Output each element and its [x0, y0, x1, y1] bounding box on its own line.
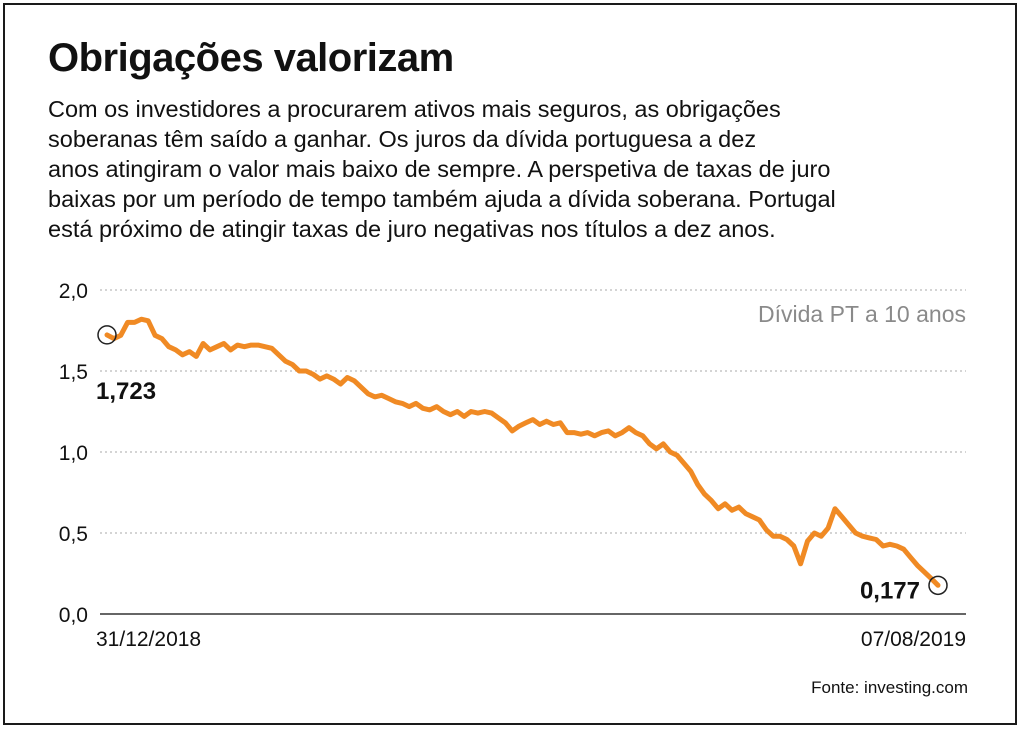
chart-title: Obrigações valorizam [48, 36, 454, 80]
data-label: 1,723 [96, 378, 156, 405]
y-axis-ticks: 0,0 0,5 1,0 1,5 2,0 [59, 280, 88, 627]
chart-frame [3, 3, 1017, 725]
y-tick-label: 0,5 [59, 523, 88, 546]
description-line: Com os investidores a procurarem ativos … [48, 96, 781, 122]
x-tick-label-end: 07/08/2019 [861, 628, 966, 651]
y-tick-label: 1,0 [59, 442, 88, 465]
series-line [104, 316, 941, 588]
description-line: soberanas têm saído a ganhar. Os juros d… [48, 126, 757, 152]
source-note: Fonte: investing.com [811, 678, 968, 697]
data-label: 0,177 [860, 577, 920, 604]
annotation-markers: 1,723 0,177 [96, 325, 948, 604]
y-tick-label: 0,0 [59, 604, 88, 627]
description-line: baixas por um período de tempo também aj… [48, 186, 836, 212]
chart-description: Com os investidores a procurarem ativos … [48, 94, 978, 244]
value-marker-circle [928, 575, 948, 596]
y-tick-label: 1,5 [59, 361, 88, 384]
y-tick-label: 2,0 [59, 280, 88, 303]
x-tick-label-start: 31/12/2018 [96, 628, 201, 651]
description-line: está próximo de atingir taxas de juro ne… [48, 216, 776, 242]
value-marker-circle [97, 325, 117, 345]
description-line: anos atingiram o valor mais baixo de sem… [48, 156, 831, 182]
series-legend-label: Dívida PT a 10 anos [758, 301, 966, 327]
